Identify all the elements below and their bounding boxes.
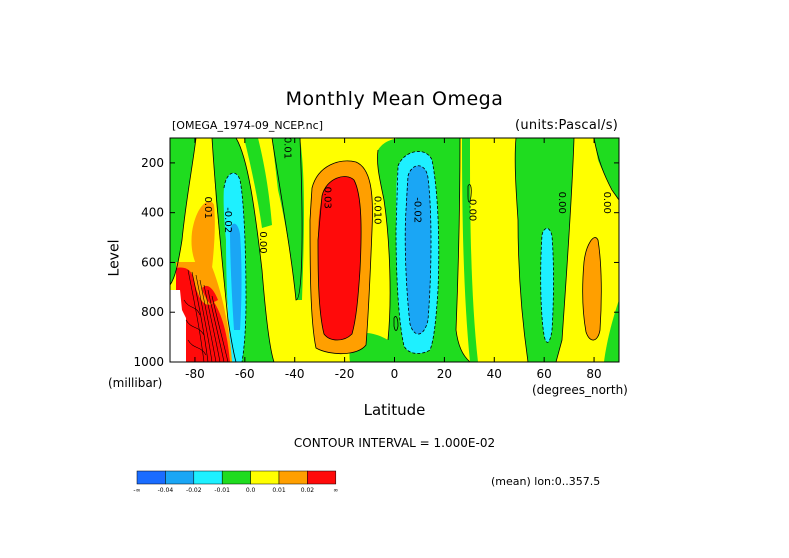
colorbar-label: 0.01 [272, 487, 286, 494]
contour-line-orange-subtrop [309, 160, 373, 355]
y-tick-label: 600 [141, 255, 164, 269]
contour-line-small-blob-2 [393, 316, 399, 331]
contour-label: 0.00 [466, 199, 477, 221]
colorbar-label: -∞ [133, 487, 140, 494]
dataset-filename: [OMEGA_1974-09_NCEP.nc] [172, 119, 323, 132]
x-tick-label: 0 [391, 367, 399, 381]
orange-south-75 [191, 201, 215, 272]
x-axis-label: Latitude [363, 401, 426, 419]
blue-south-60-core [230, 223, 242, 330]
red-subtropics-core [318, 176, 362, 340]
x-axis-units: (degrees_north) [532, 383, 628, 397]
cyan-north-60 [540, 228, 554, 343]
red-south-pole [176, 267, 230, 362]
contour-line-north-midlat-right [555, 138, 575, 362]
colorbar-swatch [136, 470, 166, 485]
contour-label: -0.02 [411, 197, 422, 223]
colorbar-swatch [221, 470, 251, 485]
polar-contour [187, 339, 207, 356]
contour-line-itcz-blue [404, 165, 432, 335]
contour-line-south-50 [235, 138, 275, 362]
contour-line-red-subtrop [317, 176, 362, 341]
y-tick-label: 200 [141, 156, 164, 170]
polar-contour [191, 271, 209, 362]
red-south-pole-upper [202, 285, 218, 304]
polar-contour [199, 279, 217, 362]
y-axis-ticks: 200 400 600 800 1000 [133, 156, 619, 369]
colorbar-label: 0.0 [246, 487, 256, 494]
contour-line-cyan-north [540, 227, 554, 343]
x-tick-label: -80 [185, 367, 205, 381]
contour-fill-layer [170, 138, 619, 362]
polar-contour [203, 284, 221, 362]
x-tick-label: 60 [537, 367, 552, 381]
contour-label: 0.010 [372, 196, 383, 225]
contour-line-north-tropics [455, 138, 471, 362]
x-tick-label: -60 [235, 367, 255, 381]
contour-line-south-40 [271, 138, 303, 301]
polar-contour [185, 319, 205, 336]
x-axis-ticks: -80 -60 -40 -20 0 20 40 60 80 [185, 138, 602, 381]
contour-line-south-60 [211, 138, 237, 362]
y-tick-label: 800 [141, 305, 164, 319]
mean-longitude-note: (mean) lon:0..357.5 [491, 475, 601, 488]
polar-contour [207, 289, 225, 362]
contour-lines [170, 138, 619, 362]
colorbar-label: -0.01 [214, 487, 230, 494]
contour-line-cyan-south [223, 172, 247, 362]
green-band-south-pole [170, 138, 196, 285]
polar-contour [211, 295, 229, 362]
colorbar-swatch [165, 470, 195, 485]
contour-line-north-pole [593, 138, 619, 201]
colorbar-swatch [307, 470, 337, 485]
x-tick-label: -40 [285, 367, 305, 381]
colorbar-label: 0.02 [301, 487, 315, 494]
contour-line-small-blob [467, 184, 472, 203]
dense-polar-contours [183, 269, 229, 362]
x-tick-label: 80 [586, 367, 601, 381]
x-tick-label: 20 [437, 367, 452, 381]
green-band-north-pole [594, 138, 619, 200]
terrain-mask [170, 290, 186, 362]
colorbar-label: -0.02 [186, 487, 202, 494]
contour-label: 0.00 [556, 192, 567, 214]
contour-label: 0.00 [601, 192, 612, 214]
contour-label: 0.00 [257, 231, 268, 253]
green-band-south-subtrop [244, 138, 272, 228]
green-band-tropics-n [462, 138, 478, 362]
colorbar-swatch [278, 470, 308, 485]
colorbar-swatch [193, 470, 223, 485]
contour-line-itcz-green [377, 149, 391, 341]
x-tick-label: 40 [487, 367, 502, 381]
y-axis-units: (millibar) [108, 376, 163, 390]
orange-north-85 [582, 237, 602, 341]
contour-interval-note: CONTOUR INTERVAL = 1.000E-02 [293, 436, 496, 450]
y-tick-label: 400 [141, 206, 164, 220]
contour-line-south-green [170, 138, 197, 286]
contour-label: -0.02 [222, 207, 233, 233]
blue-itcz-core [405, 165, 431, 335]
colorbar: -∞ -0.04 -0.02 -0.01 0.0 0.01 0.02 ∞ [133, 470, 338, 494]
colorbar-label: ∞ [333, 487, 338, 494]
contour-label: 0.01 [282, 137, 293, 159]
contour-line-orange-north [582, 237, 602, 341]
polar-contour [187, 269, 205, 362]
contour-line-north-midlat-left [514, 138, 529, 362]
green-band-north-pole-bottom [604, 300, 619, 362]
contour-label: 0.01 [202, 197, 213, 219]
chart-title: Monthly Mean Omega [285, 88, 504, 110]
x-tick-label: -20 [335, 367, 355, 381]
polar-contour [183, 299, 201, 316]
contour-labels: 0.01 -0.02 0.00 0.01 0.03 0.010 -0.02 0.00 0.00 0… [202, 137, 612, 254]
green-band-south-40 [272, 138, 304, 300]
y-tick-label: 1000 [133, 355, 164, 369]
colorbar-swatch [250, 470, 280, 485]
contour-line-itcz-cyan [395, 151, 440, 354]
colorbar-label: -0.04 [158, 487, 174, 494]
polar-contour [195, 274, 213, 362]
units-label: (units:Pascal/s) [515, 118, 619, 133]
contour-label: 0.03 [322, 187, 333, 209]
